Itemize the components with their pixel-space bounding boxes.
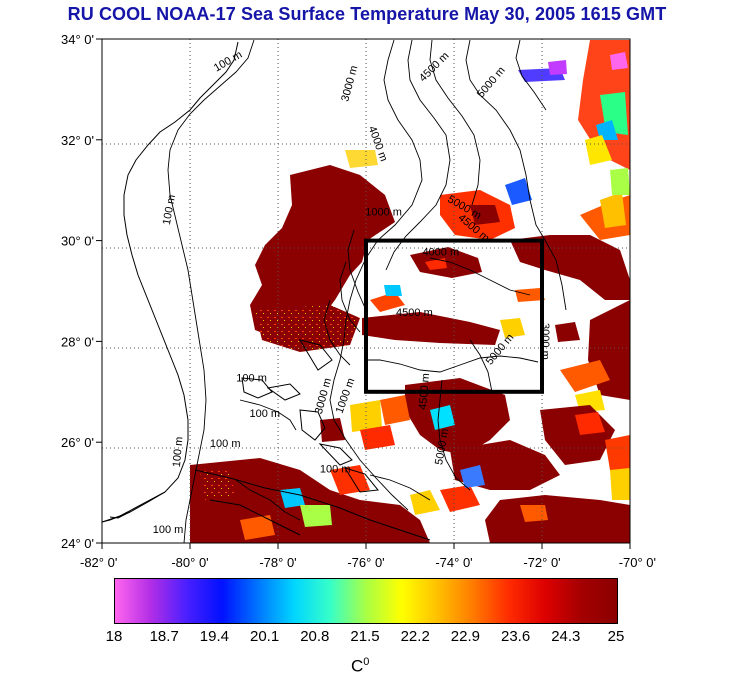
lon-tick-label: -78° 0'	[259, 555, 296, 570]
contour-label: 4500 m	[396, 307, 433, 319]
lat-tick-label: 34° 0'	[61, 32, 94, 47]
contour-label: 4000 m	[422, 247, 459, 259]
contour-label: 5000 m	[475, 65, 508, 101]
map-axes: 34° 0' 32° 0' 30° 0' 28° 0' 26° 0' 24° 0' -82°…	[61, 32, 656, 570]
sst-imagery	[190, 40, 630, 543]
bathymetry-contours	[167, 39, 567, 543]
contour-label: 100 m	[171, 436, 186, 468]
coastline	[102, 41, 431, 541]
lon-tick-label: -70° 0'	[619, 555, 656, 570]
colorbar-tick-label: 23.6	[500, 628, 531, 645]
lat-tick-label: 30° 0'	[61, 234, 94, 249]
colorbar-tick-label: 22.2	[400, 628, 430, 645]
contour-label: 100 m	[161, 194, 178, 226]
contour-label: 100 m	[212, 49, 244, 75]
map-title: RU COOL NOAA-17 Sea Surface Temperature …	[67, 4, 667, 24]
lon-tick-label: -80° 0'	[171, 555, 208, 570]
contour-label: 3000 m	[539, 323, 551, 360]
colorbar-tick-label: 19.4	[199, 628, 229, 645]
lon-tick-label: -76° 0'	[347, 555, 384, 570]
colorbar	[114, 578, 618, 624]
contour-label: 100 m	[153, 524, 184, 536]
lat-tick-label: 28° 0'	[61, 334, 94, 349]
colorbar-tick-label: 18.7	[149, 628, 179, 645]
lon-tick-label: -72° 0'	[523, 555, 560, 570]
contour-label: 100 m	[320, 463, 351, 475]
colorbar-tick-label: 22.9	[450, 628, 480, 645]
colorbar-tick-label: 25	[607, 628, 625, 645]
lat-tick-label: 26° 0'	[61, 435, 94, 450]
lon-tick-label: -82° 0'	[80, 555, 117, 570]
colorbar-ticks: 18 18.7 19.4 20.1 20.8 21.5 22.2 22.9 23.6 24.3 25	[0, 628, 734, 648]
contour-label: 100 m	[236, 373, 267, 385]
colorbar-unit: C0	[351, 656, 369, 677]
study-area-box	[364, 238, 544, 394]
lat-tick-label: 24° 0'	[61, 536, 94, 551]
colorbar-tick-label: 18	[105, 628, 123, 645]
contour-label: 100 m	[210, 438, 241, 450]
unit-label: C	[351, 656, 364, 676]
contour-label: 3000 m	[339, 64, 360, 103]
contour-label: 1000 m	[365, 206, 402, 218]
contour-label: 4500 m	[417, 373, 432, 411]
unit-superscript: 0	[363, 656, 370, 668]
contour-label: 100 m	[250, 408, 281, 420]
lon-tick-label: -74° 0'	[435, 555, 472, 570]
colorbar-tick-label: 20.1	[249, 628, 280, 645]
lat-tick-label: 32° 0'	[61, 133, 94, 148]
contour-label: 4500 m	[417, 50, 451, 84]
colorbar-tick-label: 24.3	[551, 628, 581, 645]
colorbar-tick-label: 20.8	[300, 628, 330, 645]
colorbar-tick-label: 21.5	[350, 628, 380, 645]
